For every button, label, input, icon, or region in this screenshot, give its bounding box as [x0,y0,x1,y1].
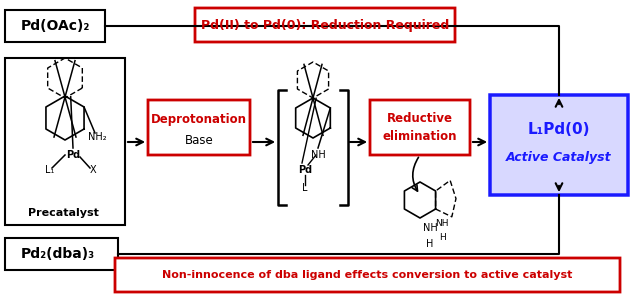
Text: Pd₂(dba)₃: Pd₂(dba)₃ [21,247,95,261]
FancyBboxPatch shape [370,100,470,155]
FancyBboxPatch shape [490,95,628,195]
Text: Pd: Pd [66,150,80,160]
Text: X: X [90,165,96,175]
Text: Deprotonation: Deprotonation [151,113,247,127]
Text: Active Catalyst: Active Catalyst [506,152,612,164]
Text: Pd: Pd [298,165,312,175]
Text: Reductive: Reductive [387,112,453,124]
Text: NH: NH [422,223,437,233]
Text: L₁Pd(0): L₁Pd(0) [528,122,590,137]
Text: Pd(OAc)₂: Pd(OAc)₂ [20,19,90,33]
Text: Base: Base [184,134,213,148]
Text: H: H [438,233,445,242]
Text: Precatalyst: Precatalyst [28,208,99,218]
Text: NH: NH [310,150,325,160]
Text: L₁: L₁ [45,165,54,175]
Text: Pd(II) to Pd(0): Reduction Required: Pd(II) to Pd(0): Reduction Required [201,19,449,32]
Text: NH: NH [435,220,449,229]
Text: NH₂: NH₂ [88,132,106,142]
Text: elimination: elimination [383,130,457,143]
FancyBboxPatch shape [5,238,118,270]
FancyBboxPatch shape [115,258,620,292]
FancyBboxPatch shape [5,58,125,225]
FancyBboxPatch shape [195,8,455,42]
Text: H: H [426,239,434,249]
FancyBboxPatch shape [5,10,105,42]
FancyBboxPatch shape [148,100,250,155]
Text: L: L [302,183,308,193]
Text: Non-innocence of dba ligand effects conversion to active catalyst: Non-innocence of dba ligand effects conv… [162,270,572,280]
